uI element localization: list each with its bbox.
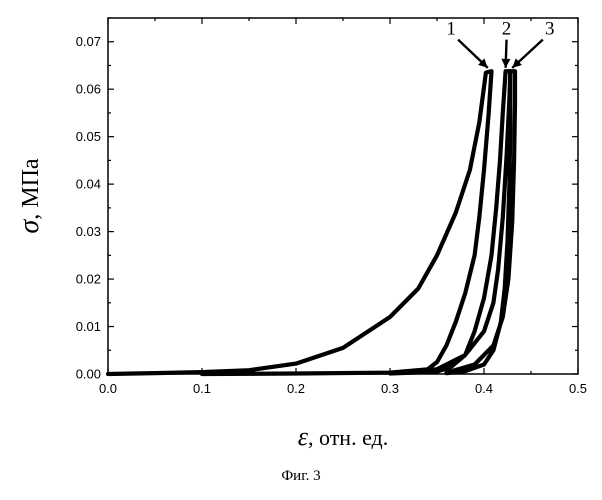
curve-label-3: 3 [545, 19, 555, 40]
stress-strain-chart: 0.0 0.1 0.2 0.3 0.4 0.5 0.00 0.01 0.02 0.03 0.04 0.… [0, 0, 602, 465]
x-axis-title: ε, отн. ед. [298, 422, 389, 451]
y-tick-label: 0.02 [76, 272, 101, 287]
y-axis-unit: , МПа [18, 158, 44, 220]
y-axis-symbol: σ [14, 219, 45, 234]
x-tick-label: 0.3 [381, 381, 399, 396]
curve-annotations: 1 2 3 [446, 19, 554, 68]
series-1-curve [108, 71, 492, 374]
y-tick-label: 0.04 [76, 177, 101, 192]
curves-layer [108, 71, 515, 374]
x-tick-label: 0.2 [287, 381, 305, 396]
y-tick-label: 0.00 [76, 367, 101, 382]
x-axis-unit: , отн. ед. [308, 425, 388, 450]
x-tick-label: 0.4 [475, 381, 493, 396]
curve-arrowhead-2 [501, 59, 510, 68]
x-tick-label: 0.5 [569, 381, 587, 396]
curve-label-1: 1 [446, 19, 456, 40]
y-tick-label: 0.06 [76, 82, 101, 97]
curve-label-2: 2 [502, 19, 512, 40]
y-tick-label: 0.07 [76, 34, 101, 49]
y-tick-label: 0.03 [76, 224, 101, 239]
y-tick-label: 0.01 [76, 319, 101, 334]
y-tick-label: 0.05 [76, 129, 101, 144]
x-tick-label: 0.0 [99, 381, 117, 396]
y-axis-title: σ, МПа [14, 158, 45, 233]
x-tick-label: 0.1 [193, 381, 211, 396]
figure-caption: Фиг. 3 [0, 468, 602, 485]
